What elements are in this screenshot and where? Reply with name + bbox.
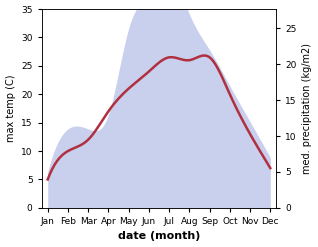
Y-axis label: med. precipitation (kg/m2): med. precipitation (kg/m2) — [302, 43, 313, 174]
X-axis label: date (month): date (month) — [118, 231, 200, 242]
Y-axis label: max temp (C): max temp (C) — [5, 75, 16, 142]
